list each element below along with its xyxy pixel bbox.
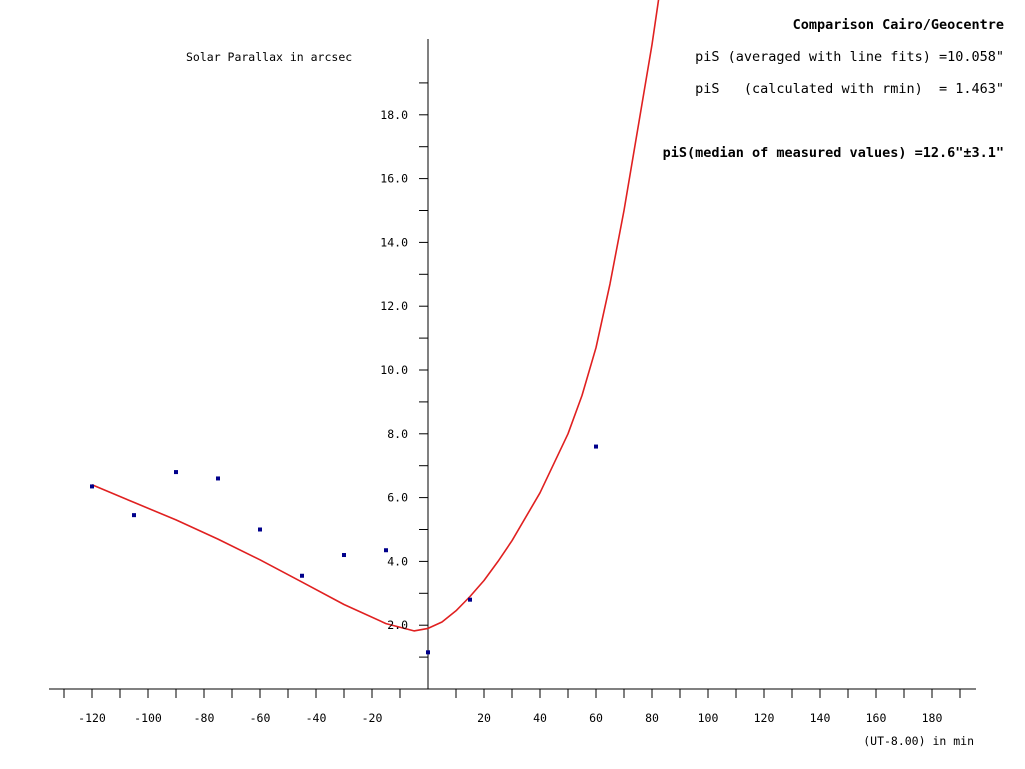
x-tick-label: 160 (866, 711, 887, 725)
y-tick-label: 6.0 (387, 491, 408, 505)
x-tick-label: 180 (922, 711, 943, 725)
data-point (174, 470, 178, 475)
data-point (594, 444, 598, 449)
annotation-averaged: piS (averaged with line fits) =10.058" (695, 49, 1004, 65)
x-tick-label: -100 (134, 711, 162, 725)
y-tick-label: 18.0 (380, 108, 408, 122)
x-tick-labels: -120 -100 -80 -60 -40 -20 20 40 60 80 100 120 140 160… (78, 711, 942, 725)
data-points-layer (90, 444, 598, 655)
data-point (300, 573, 304, 578)
x-tick-label: 60 (589, 711, 603, 725)
y-axis-label: Solar Parallax in arcsec (186, 50, 352, 64)
x-tick-label: 40 (533, 711, 547, 725)
data-point (132, 513, 136, 518)
y-tick-label: 16.0 (380, 172, 408, 186)
y-tick-label: 12.0 (380, 299, 408, 313)
y-tick-label: 10.0 (380, 363, 408, 377)
fit-curve (91, 0, 660, 632)
x-tick-label: 120 (754, 711, 775, 725)
data-point (90, 484, 94, 489)
x-tick-label: -20 (362, 711, 383, 725)
y-tick-label: 2.0 (387, 618, 408, 632)
annotation-median: piS(median of measured values) =12.6"±3.… (663, 145, 1004, 161)
x-tick-label: 80 (645, 711, 659, 725)
y-tick-label: 4.0 (387, 554, 408, 568)
x-axis-label: (UT-8.00) in min (863, 734, 974, 748)
x-tick-label: 140 (810, 711, 831, 725)
chart-title: Comparison Cairo/Geocentre (793, 17, 1004, 33)
y-tick-label: 8.0 (387, 427, 408, 441)
x-tick-label: 20 (477, 711, 491, 725)
data-point (258, 527, 262, 532)
data-point (468, 597, 472, 602)
data-point (384, 548, 388, 553)
fit-curve-layer (91, 0, 660, 632)
data-point (342, 553, 346, 558)
annotation-calculated: piS (calculated with rmin) = 1.463" (695, 81, 1004, 97)
x-tick-label: -60 (250, 711, 271, 725)
ticks (63, 82, 961, 698)
data-point (426, 650, 430, 655)
y-tick-labels: 2.0 4.0 6.0 8.0 10.0 12.0 14.0 16.0 18.0 (380, 108, 408, 632)
x-tick-label: -40 (306, 711, 327, 725)
x-tick-label: 100 (698, 711, 719, 725)
axes (49, 39, 976, 690)
x-tick-label: -80 (194, 711, 215, 725)
data-point (216, 476, 220, 481)
y-tick-label: 14.0 (380, 235, 408, 249)
x-tick-label: -120 (78, 711, 106, 725)
